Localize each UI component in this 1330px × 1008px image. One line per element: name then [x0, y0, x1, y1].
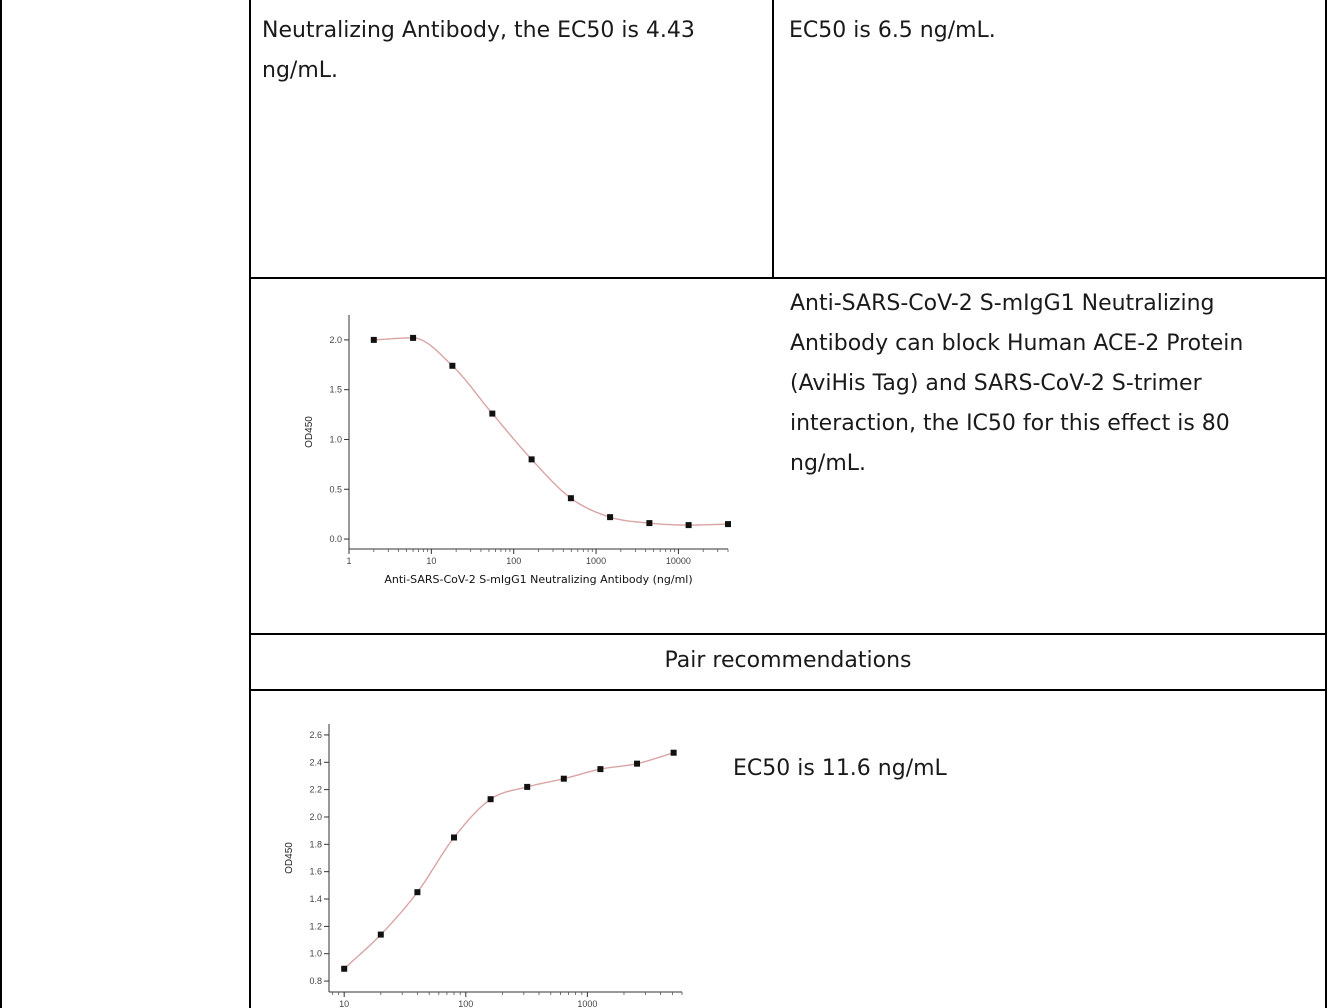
row-divider-2 — [251, 633, 1327, 635]
data-point — [597, 766, 604, 773]
y-tick-label: 1.8 — [309, 839, 322, 849]
pair-recommendations-heading: Pair recommendations — [251, 641, 1325, 681]
x-tick-label: 1 — [346, 556, 351, 566]
data-point — [341, 965, 348, 972]
row1-cell-divider — [772, 0, 774, 279]
data-point — [449, 362, 456, 369]
data-point — [414, 889, 421, 896]
table-border-right — [1325, 0, 1327, 1008]
row2-description: Anti-SARS-CoV-2 S-mIgG1 Neutralizing Ant… — [790, 284, 1310, 484]
y-tick-label: 2.6 — [309, 730, 322, 740]
y-tick-label: 1.2 — [309, 921, 322, 931]
table-column-divider — [249, 0, 251, 1008]
y-tick-label: 1.0 — [329, 434, 342, 444]
data-point — [489, 410, 496, 417]
y-tick-label: 2.0 — [309, 812, 322, 822]
y-tick-label: 2.2 — [309, 785, 322, 795]
data-point — [410, 334, 417, 341]
y-axis-label: OD450 — [304, 416, 315, 448]
pair-recommendations-label: Pair recommendations — [664, 648, 912, 673]
row1-left-paragraph: Neutralizing Antibody, the EC50 is 4.43 … — [262, 18, 695, 83]
x-tick-label: 10000 — [666, 556, 691, 566]
data-point — [646, 520, 653, 527]
fit-curve — [343, 752, 674, 970]
y-tick-label: 0.8 — [309, 976, 322, 986]
data-point — [451, 834, 458, 841]
inhibition-chart: 0.0 0.5 1.0 1.5 2.0 1 10 100 1000 10000 OD450 Anti-… — [304, 315, 731, 586]
x-tick-label: 10 — [339, 999, 349, 1008]
row1-right-paragraph: EC50 is 6.5 ng/mL. — [789, 18, 996, 43]
y-tick-label: 1.4 — [309, 894, 322, 904]
row1-left-text: Neutralizing Antibody, the EC50 is 4.43 … — [262, 11, 762, 91]
binding-chart: 0.8 1.0 1.2 1.4 1.6 1.8 2.0 2.2 2.4 2.6 10 100 1000 O… — [284, 724, 683, 1008]
data-point — [567, 495, 574, 502]
data-point — [560, 775, 567, 782]
data-point — [528, 456, 535, 463]
table-border-left — [0, 0, 2, 1008]
data-point — [607, 514, 614, 521]
data-point — [725, 521, 731, 528]
data-point — [685, 522, 692, 529]
row-divider-3 — [251, 689, 1327, 691]
row4-description: EC50 is 11.6 ng/mL — [733, 749, 1293, 789]
y-tick-label: 2.4 — [309, 757, 322, 767]
x-tick-label: 10 — [426, 556, 436, 566]
data-point — [524, 783, 531, 790]
x-tick-label: 100 — [458, 999, 473, 1008]
x-tick-label: 100 — [506, 556, 521, 566]
data-point — [670, 749, 677, 756]
x-tick-label: 1000 — [577, 999, 597, 1008]
y-tick-label: 1.0 — [309, 949, 322, 959]
row4-description-paragraph: EC50 is 11.6 ng/mL — [733, 756, 947, 781]
data-point — [487, 796, 494, 803]
data-point — [634, 760, 641, 767]
row-divider-1 — [251, 277, 1327, 279]
data-point — [370, 336, 377, 343]
y-tick-label: 2.0 — [329, 335, 342, 345]
fit-curve — [373, 337, 729, 526]
y-tick-label: 0.0 — [329, 534, 342, 544]
y-tick-label: 1.5 — [329, 385, 342, 395]
row1-right-text: EC50 is 6.5 ng/mL. — [789, 11, 1309, 51]
y-tick-label: 0.5 — [329, 484, 342, 494]
data-point — [377, 931, 384, 938]
x-tick-label: 1000 — [586, 556, 606, 566]
x-axis-label: Anti-SARS-CoV-2 S-mIgG1 Neutralizing Ant… — [384, 573, 692, 586]
row2-description-paragraph: Anti-SARS-CoV-2 S-mIgG1 Neutralizing Ant… — [790, 291, 1244, 476]
y-tick-label: 1.6 — [309, 867, 322, 877]
y-axis-label: OD450 — [284, 842, 295, 874]
